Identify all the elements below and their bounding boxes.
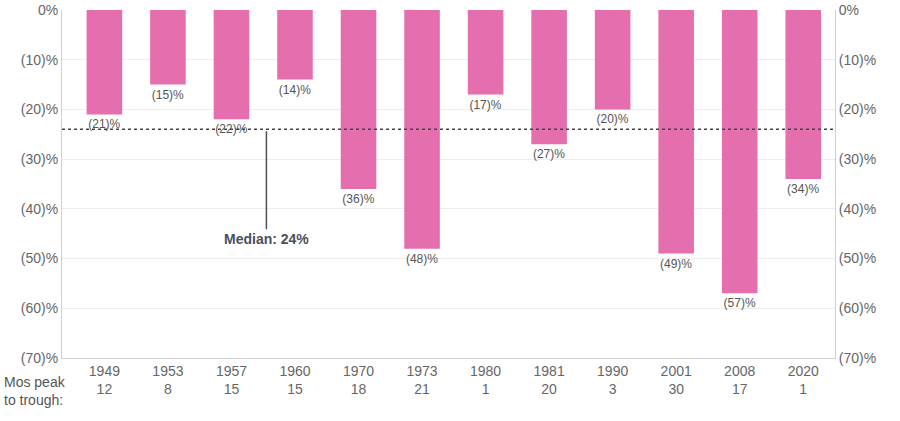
svg-text:(60)%: (60)% xyxy=(21,300,58,316)
svg-text:(14)%: (14)% xyxy=(279,83,311,97)
svg-text:198120: 198120 xyxy=(534,363,565,397)
svg-text:(60)%: (60)% xyxy=(839,300,876,316)
svg-text:(22)%: (22)% xyxy=(215,122,247,136)
svg-text:0%: 0% xyxy=(839,2,859,18)
svg-text:(30)%: (30)% xyxy=(839,151,876,167)
svg-text:(27)%: (27)% xyxy=(533,147,565,161)
svg-text:194912: 194912 xyxy=(89,363,120,397)
svg-text:(50)%: (50)% xyxy=(839,250,876,266)
svg-text:(34)%: (34)% xyxy=(787,182,819,196)
svg-text:20201: 20201 xyxy=(788,363,819,397)
svg-text:19538: 19538 xyxy=(152,363,183,397)
svg-text:(30)%: (30)% xyxy=(21,151,58,167)
svg-text:(20)%: (20)% xyxy=(21,101,58,117)
svg-text:(48)%: (48)% xyxy=(406,252,438,266)
svg-text:(57)%: (57)% xyxy=(724,296,756,310)
svg-text:(40)%: (40)% xyxy=(839,201,876,217)
svg-text:19903: 19903 xyxy=(597,363,628,397)
svg-text:0%: 0% xyxy=(38,2,58,18)
svg-text:19801: 19801 xyxy=(470,363,501,397)
svg-text:(17)%: (17)% xyxy=(469,98,501,112)
svg-text:(70)%: (70)% xyxy=(21,350,58,366)
svg-text:(15)%: (15)% xyxy=(152,88,184,102)
svg-text:(10)%: (10)% xyxy=(21,52,58,68)
svg-text:Mos peakto trough:: Mos peakto trough: xyxy=(4,374,66,408)
svg-text:196015: 196015 xyxy=(279,363,310,397)
svg-text:(70)%: (70)% xyxy=(839,350,876,366)
svg-text:(36)%: (36)% xyxy=(342,192,374,206)
svg-text:Median: 24%: Median: 24% xyxy=(224,231,309,247)
svg-text:(21)%: (21)% xyxy=(88,117,120,131)
svg-text:(40)%: (40)% xyxy=(21,201,58,217)
svg-text:197321: 197321 xyxy=(406,363,437,397)
svg-text:200817: 200817 xyxy=(724,363,755,397)
svg-text:195715: 195715 xyxy=(216,363,247,397)
svg-text:(50)%: (50)% xyxy=(21,250,58,266)
svg-text:197018: 197018 xyxy=(343,363,374,397)
svg-text:(20)%: (20)% xyxy=(839,101,876,117)
svg-text:(49)%: (49)% xyxy=(660,257,692,271)
svg-text:(20)%: (20)% xyxy=(596,112,628,126)
svg-text:200130: 200130 xyxy=(661,363,692,397)
svg-text:(10)%: (10)% xyxy=(839,52,876,68)
